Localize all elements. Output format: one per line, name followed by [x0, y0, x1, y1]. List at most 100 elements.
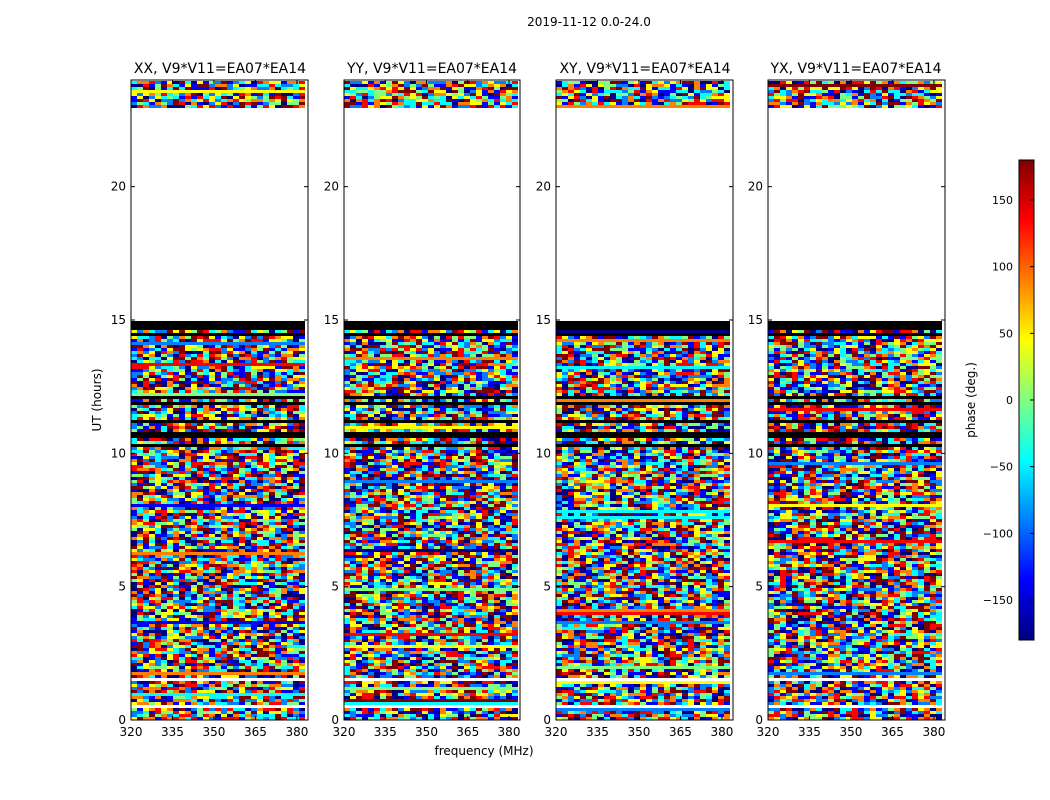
heatmap-cell	[155, 429, 161, 432]
heatmap-cell	[245, 585, 251, 588]
heatmap-cell	[494, 648, 500, 651]
heatmap-cell	[221, 444, 227, 447]
heatmap-cell	[173, 696, 179, 699]
heatmap-cell	[512, 690, 518, 693]
heatmap-cell	[362, 666, 368, 669]
heatmap-cell	[149, 498, 155, 501]
heatmap-cell	[149, 576, 155, 579]
heatmap-cell	[251, 381, 257, 384]
heatmap-cell	[257, 345, 263, 348]
heatmap-cell	[293, 348, 299, 351]
heatmap-cell	[167, 381, 173, 384]
heatmap-cell	[197, 606, 203, 609]
heatmap-cell	[203, 504, 209, 507]
heatmap-cell	[131, 558, 137, 561]
heatmap-cell	[488, 648, 494, 651]
heatmap-cell	[137, 87, 143, 90]
heatmap-cell	[215, 408, 221, 411]
heatmap-cell	[374, 639, 380, 642]
heatmap-cell	[386, 711, 392, 714]
heatmap-cell	[149, 651, 155, 654]
heatmap-cell	[446, 657, 452, 660]
heatmap-cell	[287, 456, 293, 459]
heatmap-cell	[398, 657, 404, 660]
heatmap-cell	[143, 570, 149, 573]
heatmap-cell	[197, 438, 203, 441]
heatmap-cell	[215, 459, 221, 462]
heatmap-cell	[185, 336, 191, 339]
heatmap-cell	[209, 714, 215, 717]
heatmap-cell	[410, 627, 416, 630]
heatmap-cell	[203, 366, 209, 369]
heatmap-cell	[239, 690, 245, 693]
heatmap-cell	[185, 96, 191, 99]
heatmap-cell	[185, 633, 191, 636]
heatmap-cell	[362, 657, 368, 660]
heatmap-cell	[494, 690, 500, 693]
heatmap-cell	[506, 627, 512, 630]
heatmap-cell	[281, 555, 287, 558]
heatmap-cell	[191, 540, 197, 543]
heatmap-cell	[239, 516, 245, 519]
heatmap-cell	[251, 609, 257, 612]
heatmap-cell	[203, 675, 209, 678]
heatmap-cell	[209, 651, 215, 654]
heatmap-cell	[263, 534, 269, 537]
heatmap-cell	[245, 645, 251, 648]
heatmap-cell	[191, 675, 197, 678]
heatmap-cell	[251, 570, 257, 573]
heatmap-cell	[287, 525, 293, 528]
heatmap-cell	[167, 564, 173, 567]
heatmap-cell	[251, 543, 257, 546]
heatmap-cell	[185, 564, 191, 567]
heatmap-cell	[215, 516, 221, 519]
heatmap-cell	[287, 615, 293, 618]
heatmap-cell	[257, 453, 263, 456]
heatmap-cell	[173, 387, 179, 390]
heatmap-cell	[173, 594, 179, 597]
heatmap-cell	[143, 420, 149, 423]
heatmap-cell	[263, 474, 269, 477]
heatmap-cell	[434, 690, 440, 693]
heatmap-cell	[197, 624, 203, 627]
heatmap-cell	[287, 570, 293, 573]
heatmap-cell	[143, 414, 149, 417]
heatmap-cell	[167, 600, 173, 603]
heatmap-cell	[269, 696, 275, 699]
heatmap-cell	[368, 621, 374, 624]
heatmap-cell	[209, 627, 215, 630]
heatmap-cell	[281, 354, 287, 357]
heatmap-cell	[356, 630, 362, 633]
heatmap-cell	[227, 357, 233, 360]
heatmap-cell	[269, 570, 275, 573]
heatmap-cell	[251, 537, 257, 540]
heatmap-cell	[494, 684, 500, 687]
heatmap-cell	[245, 618, 251, 621]
heatmap-cell	[281, 393, 287, 396]
heatmap-cell	[155, 405, 161, 408]
heatmap-cell	[233, 690, 239, 693]
heatmap-cell	[269, 462, 275, 465]
heatmap-cell	[245, 351, 251, 354]
heatmap-cell	[368, 660, 374, 663]
heatmap-cell	[131, 516, 137, 519]
heatmap-cell	[299, 702, 305, 705]
panel-xx-title: XX, V9*V11=EA07*EA14	[134, 61, 306, 77]
y-tick-label: 20	[111, 180, 126, 194]
heatmap-cell	[161, 432, 167, 435]
heatmap-cell	[251, 480, 257, 483]
heatmap-cell	[233, 474, 239, 477]
heatmap-cell	[179, 375, 185, 378]
heatmap-cell	[131, 507, 137, 510]
heatmap-cell	[137, 438, 143, 441]
heatmap-cell	[173, 402, 179, 405]
heatmap-cell	[233, 576, 239, 579]
heatmap-cell	[161, 501, 167, 504]
heatmap-cell	[287, 534, 293, 537]
heatmap-cell	[257, 462, 263, 465]
heatmap-cell	[440, 630, 446, 633]
heatmap-cell	[263, 633, 269, 636]
heatmap-cell	[227, 645, 233, 648]
heatmap-cell	[293, 534, 299, 537]
heatmap-cell	[287, 327, 293, 330]
